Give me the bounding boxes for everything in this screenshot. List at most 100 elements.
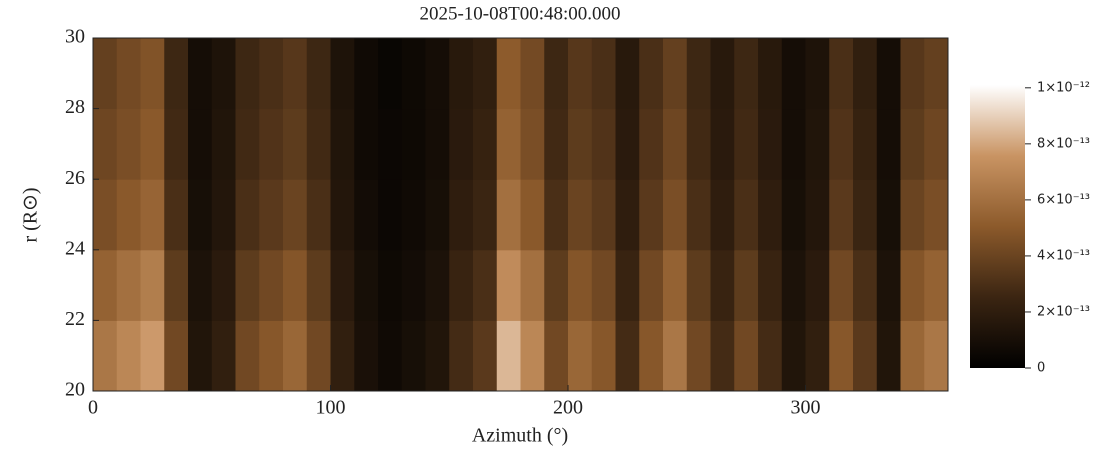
heatmap-cell <box>188 179 213 251</box>
heatmap-cell <box>781 320 806 392</box>
heatmap-cell <box>378 38 403 110</box>
heatmap-cell <box>354 108 379 180</box>
heatmap-cell <box>876 108 901 180</box>
x-tick-label: 100 <box>316 397 346 419</box>
heatmap-cell <box>639 108 664 180</box>
heatmap-cell <box>164 249 189 321</box>
heatmap-cell <box>686 108 711 180</box>
heatmap-cell <box>140 320 165 392</box>
heatmap-cell <box>544 249 569 321</box>
heatmap-cell <box>401 108 426 180</box>
heatmap-cell <box>544 320 569 392</box>
heatmap-cell <box>283 320 308 392</box>
heatmap-cell <box>591 249 616 321</box>
heatmap-cell <box>425 108 450 180</box>
heatmap-cell <box>900 179 925 251</box>
heatmap-cell <box>235 108 260 180</box>
heatmap-cell <box>164 38 189 110</box>
heatmap-cell <box>639 179 664 251</box>
heatmap-cell <box>188 249 213 321</box>
heatmap-cell <box>211 38 236 110</box>
heatmap-cell <box>306 179 331 251</box>
heatmap-cell <box>615 249 640 321</box>
heatmap-cell <box>591 320 616 392</box>
heatmap-cell <box>663 249 688 321</box>
heatmap-cell <box>829 38 854 110</box>
heatmap-cell <box>805 249 830 321</box>
heatmap-cell <box>93 320 118 392</box>
heatmap-cell <box>876 320 901 392</box>
heatmap-cell <box>805 179 830 251</box>
heatmap-cell <box>686 179 711 251</box>
colorbar-tick-label: 1×10⁻¹² <box>1037 80 1090 95</box>
heatmap-cell <box>259 249 284 321</box>
heatmap-cell <box>401 179 426 251</box>
heatmap-cell <box>473 108 498 180</box>
heatmap-cell <box>639 38 664 110</box>
heatmap-cell <box>425 38 450 110</box>
heatmap-cell <box>378 320 403 392</box>
heatmap-cell <box>449 249 474 321</box>
heatmap-cell <box>259 108 284 180</box>
heatmap-cell <box>496 249 521 321</box>
heatmap-cell <box>116 108 141 180</box>
heatmap-cell <box>829 249 854 321</box>
heatmap-cell <box>853 108 878 180</box>
y-tick-label: 20 <box>65 379 85 401</box>
heatmap-cell <box>710 38 735 110</box>
heatmap-cell <box>449 108 474 180</box>
heatmap-cell <box>283 108 308 180</box>
heatmap-cell <box>710 320 735 392</box>
y-tick-label: 24 <box>65 237 85 259</box>
heatmap-cell <box>211 320 236 392</box>
heatmap-cell <box>306 249 331 321</box>
heatmap-cell <box>283 249 308 321</box>
heatmap-cell <box>829 320 854 392</box>
heatmap-cell <box>520 320 545 392</box>
heatmap-cell <box>235 249 260 321</box>
heatmap-cell <box>235 320 260 392</box>
heatmap-cell <box>876 179 901 251</box>
heatmap-cell <box>805 38 830 110</box>
heatmap-cell <box>900 38 925 110</box>
heatmap-cell <box>330 108 355 180</box>
heatmap-cell <box>924 179 949 251</box>
colorbar-tick-label: 6×10⁻¹³ <box>1037 192 1090 207</box>
heatmap-cell <box>259 38 284 110</box>
heatmap-cell <box>758 249 783 321</box>
heatmap-cell <box>781 179 806 251</box>
heatmap-cell <box>663 38 688 110</box>
heatmap-cell <box>900 320 925 392</box>
heatmap-cell <box>520 179 545 251</box>
heatmap-cell <box>473 320 498 392</box>
heatmap-cell <box>496 38 521 110</box>
heatmap-cell <box>568 179 593 251</box>
heatmap-cell <box>496 179 521 251</box>
heatmap-cell <box>520 108 545 180</box>
heatmap-cell <box>496 320 521 392</box>
heatmap-cell <box>805 108 830 180</box>
y-tick-label: 26 <box>65 167 85 189</box>
heatmap-cell <box>924 108 949 180</box>
heatmap-cell <box>306 108 331 180</box>
heatmap-cell <box>853 179 878 251</box>
heatmap-cell <box>330 179 355 251</box>
heatmap-cell <box>568 320 593 392</box>
y-tick-label: 30 <box>65 26 85 48</box>
heatmap-cell <box>449 179 474 251</box>
colorbar: 0 2×10⁻¹³ 4×10⁻¹³ 6×10⁻¹³ 8×10⁻¹³ 1×10⁻¹² <box>970 80 1090 376</box>
heatmap-cell <box>686 249 711 321</box>
heatmap-cell <box>259 320 284 392</box>
y-axis-label: r (R⊙) <box>20 187 42 242</box>
heatmap-cell <box>568 249 593 321</box>
heatmap-cell <box>496 108 521 180</box>
plot-frame <box>92 37 949 392</box>
heatmap-cell <box>116 38 141 110</box>
heatmap-cell <box>425 320 450 392</box>
heatmap-cell <box>663 320 688 392</box>
heatmap-cell <box>473 249 498 321</box>
heatmap-cell <box>686 320 711 392</box>
heatmap-cell <box>425 179 450 251</box>
heatmap-cell <box>93 179 118 251</box>
